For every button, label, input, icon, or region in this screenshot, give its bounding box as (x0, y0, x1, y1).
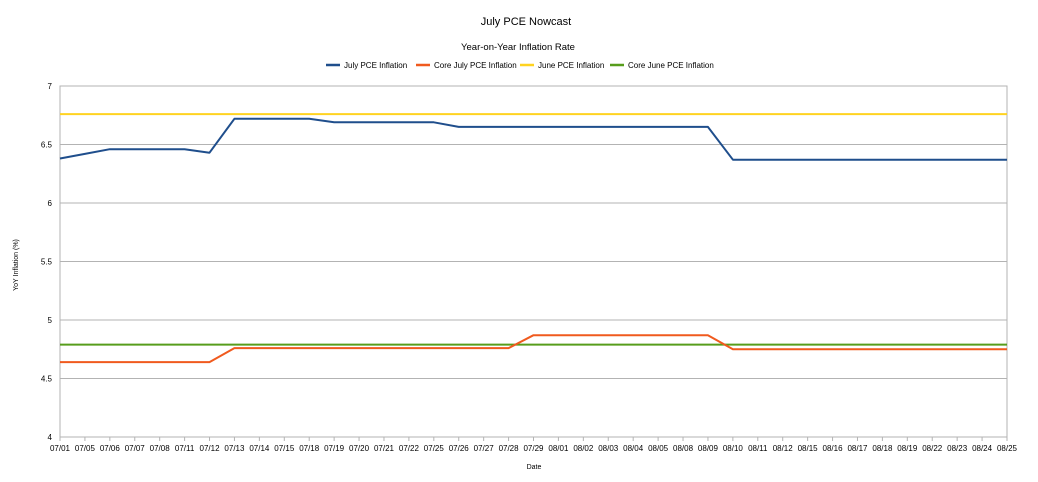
x-axis-ticks: 07/01 07/05 07/06 07/07 07/08 07/11 07/12 07/13… (50, 437, 1018, 453)
x-tick-label: 07/29 (523, 444, 544, 453)
x-tick-label: 07/14 (249, 444, 270, 453)
x-tick-label: 08/24 (972, 444, 993, 453)
x-tick-label: 08/15 (798, 444, 819, 453)
x-tick-label: 08/05 (648, 444, 669, 453)
x-tick-label: 07/18 (299, 444, 320, 453)
x-tick-label: 07/06 (100, 444, 121, 453)
x-tick-label: 07/28 (499, 444, 520, 453)
series-lines (59, 113, 1007, 364)
gridlines (59, 85, 1008, 438)
x-tick-label: 08/19 (897, 444, 918, 453)
x-tick-label: 08/25 (997, 444, 1018, 453)
x-tick-label: 08/16 (823, 444, 844, 453)
series-line-july-pce-inflation (59, 117, 1007, 161)
legend-label: Core July PCE Inflation (434, 61, 517, 70)
x-tick-label: 08/02 (573, 444, 594, 453)
legend-label: June PCE Inflation (538, 61, 604, 70)
x-tick-label: 07/13 (224, 444, 245, 453)
y-tick-label: 5.5 (41, 258, 53, 267)
y-tick-label: 4 (48, 433, 53, 442)
x-tick-label: 07/15 (274, 444, 295, 453)
legend-label: July PCE Inflation (344, 61, 407, 70)
x-tick-label: 08/03 (598, 444, 619, 453)
x-tick-label: 07/08 (150, 444, 171, 453)
x-tick-label: 07/21 (374, 444, 395, 453)
x-tick-label: 08/17 (847, 444, 868, 453)
x-tick-label: 08/08 (673, 444, 694, 453)
x-tick-label: 07/07 (125, 444, 146, 453)
x-tick-label: 07/20 (349, 444, 370, 453)
x-tick-label: 07/05 (75, 444, 96, 453)
x-tick-label: 07/25 (424, 444, 445, 453)
x-tick-label: 08/23 (947, 444, 968, 453)
x-tick-label: 07/01 (50, 444, 71, 453)
x-axis-label: Date (527, 464, 542, 471)
x-tick-label: 08/04 (623, 444, 644, 453)
chart-subtitle: Year-on-Year Inflation Rate (461, 42, 575, 53)
x-tick-label: 07/19 (324, 444, 345, 453)
y-axis-ticks: 4 4.5 5 5.5 6 6.5 7 (41, 82, 53, 442)
x-tick-label: 08/22 (922, 444, 943, 453)
x-tick-label: 08/11 (748, 444, 768, 453)
x-tick-label: 07/12 (200, 444, 221, 453)
chart-title: July PCE Nowcast (481, 16, 571, 28)
x-tick-label: 07/22 (399, 444, 420, 453)
x-tick-label: 08/01 (548, 444, 569, 453)
x-tick-label: 08/18 (872, 444, 893, 453)
x-tick-label: 07/26 (449, 444, 470, 453)
x-tick-label: 08/10 (723, 444, 744, 453)
series-line-core-july-pce-inflation (60, 334, 1007, 364)
y-tick-label: 7 (48, 82, 53, 91)
y-tick-label: 4.5 (41, 375, 53, 384)
x-tick-label: 08/12 (773, 444, 794, 453)
y-axis-label: YoY Inflation (%) (13, 239, 20, 291)
x-tick-label: 08/09 (698, 444, 719, 453)
y-tick-label: 6 (48, 199, 53, 208)
legend: July PCE Inflation Core July PCE Inflatio… (326, 61, 714, 70)
y-tick-label: 6.5 (41, 141, 53, 150)
y-tick-label: 5 (48, 316, 53, 325)
x-tick-label: 07/11 (175, 444, 195, 453)
x-tick-label: 07/27 (474, 444, 495, 453)
legend-label: Core June PCE Inflation (628, 61, 714, 70)
